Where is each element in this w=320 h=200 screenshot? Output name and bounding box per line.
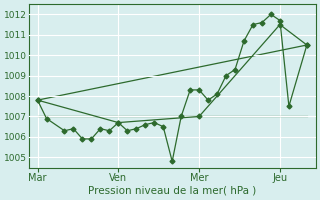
X-axis label: Pression niveau de la mer( hPa ): Pression niveau de la mer( hPa ) [88,186,256,196]
